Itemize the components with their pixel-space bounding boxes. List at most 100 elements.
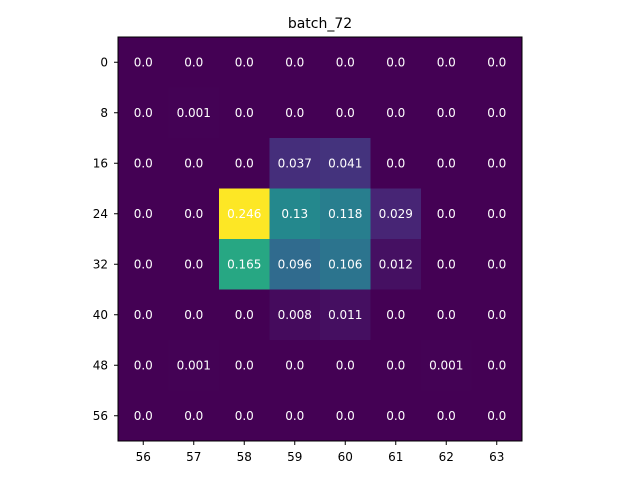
heatmap-cell-r5-c2 — [219, 289, 270, 341]
heatmap-cell-r7-c0 — [118, 390, 169, 442]
heatmap-cell-r0-c2 — [219, 37, 270, 88]
y-tick-label-5: 40 — [93, 308, 108, 322]
heatmap-cell-r3-c2 — [219, 188, 270, 240]
heatmap-cell-r4-c3 — [269, 239, 321, 290]
cell-value-label-r5-c0: 0.0 — [134, 308, 153, 322]
cell-value-label-r2-c7: 0.0 — [487, 156, 506, 170]
cell-value-label-r3-c5: 0.029 — [379, 207, 413, 221]
heatmap-cell-r7-c4 — [320, 390, 371, 442]
cell-value-label-r1-c3: 0.0 — [285, 106, 304, 120]
heatmap-cell-r4-c4 — [320, 239, 371, 290]
x-axis: 56 57 58 59 60 61 62 63 — [136, 441, 504, 464]
heatmap-cell-r3-c7 — [471, 188, 523, 240]
x-tick-label-1: 57 — [186, 450, 201, 464]
heatmap-cell-r4-c6 — [421, 239, 472, 290]
cell-value-label-r3-c0: 0.0 — [134, 207, 153, 221]
chart-title: batch_72 — [288, 16, 352, 32]
heatmap-cell-r4-c7 — [471, 239, 523, 290]
cell-value-label-r5-c2: 0.0 — [235, 308, 254, 322]
heatmap-cell-r4-c5 — [370, 239, 422, 290]
heatmap-cell-r3-c0 — [118, 188, 169, 240]
cell-value-label-r3-c2: 0.246 — [227, 207, 261, 221]
heatmap-cell-r2-c4 — [320, 138, 371, 189]
cell-value-label-r5-c6: 0.0 — [437, 308, 456, 322]
heatmap-cell-r1-c1 — [168, 87, 220, 139]
cell-value-label-r6-c2: 0.0 — [235, 358, 254, 372]
heatmap-cell-r6-c3 — [269, 340, 321, 391]
cell-value-label-r6-c3: 0.0 — [285, 358, 304, 372]
y-tick-label-3: 24 — [93, 207, 108, 221]
cell-value-label-r4-c4: 0.106 — [328, 257, 362, 271]
heatmap-cell-r5-c1 — [168, 289, 220, 341]
heatmap-cell-r3-c3 — [269, 188, 321, 240]
heatmap-cell-r4-c0 — [118, 239, 169, 290]
cell-value-label-r0-c6: 0.0 — [437, 55, 456, 69]
cell-value-label-r4-c5: 0.012 — [379, 257, 413, 271]
y-tick-label-1: 8 — [100, 106, 108, 120]
heatmap-cell-r5-c3 — [269, 289, 321, 341]
heatmap-cell-r7-c2 — [219, 390, 270, 442]
cell-value-label-r5-c3: 0.008 — [278, 308, 312, 322]
cell-value-label-r4-c3: 0.096 — [278, 257, 312, 271]
heatmap-cell-r5-c6 — [421, 289, 472, 341]
heatmap-cell-r1-c3 — [269, 87, 321, 139]
heatmap-cell-r0-c4 — [320, 37, 371, 88]
cell-value-label-r3-c7: 0.0 — [487, 207, 506, 221]
heatmap-cell-r2-c1 — [168, 138, 220, 189]
cell-value-label-r5-c7: 0.0 — [487, 308, 506, 322]
heatmap-cell-r2-c3 — [269, 138, 321, 189]
cell-value-label-r7-c1: 0.0 — [184, 409, 203, 423]
heatmap-cell-r0-c1 — [168, 37, 220, 88]
heatmap-cells — [118, 37, 523, 442]
heatmap-cell-r1-c4 — [320, 87, 371, 139]
y-axis: 0 8 16 24 32 40 48 56 — [93, 55, 118, 423]
heatmap-cell-r5-c5 — [370, 289, 422, 341]
cell-value-label-r0-c4: 0.0 — [336, 55, 355, 69]
cell-value-label-r4-c1: 0.0 — [184, 257, 203, 271]
heatmap-cell-r0-c5 — [370, 37, 422, 88]
heatmap-cell-r4-c1 — [168, 239, 220, 290]
heatmap-cell-r0-c0 — [118, 37, 169, 88]
heatmap-cell-r6-c1 — [168, 340, 220, 391]
cell-value-label-r3-c3: 0.13 — [281, 207, 308, 221]
cell-value-label-r1-c2: 0.0 — [235, 106, 254, 120]
cell-value-label-r6-c4: 0.0 — [336, 358, 355, 372]
cell-value-label-r7-c6: 0.0 — [437, 409, 456, 423]
cell-value-label-r7-c5: 0.0 — [386, 409, 405, 423]
cell-value-label-r0-c0: 0.0 — [134, 55, 153, 69]
cell-value-label-r4-c0: 0.0 — [134, 257, 153, 271]
cell-value-label-r2-c3: 0.037 — [278, 156, 312, 170]
heatmap-cell-r3-c1 — [168, 188, 220, 240]
heatmap-cell-labels: 0.0 0.0 0.0 0.0 0.0 0.0 0.0 0.0 0.0 0.001 0.0 0.0 0.… — [134, 55, 507, 423]
heatmap-cell-r7-c7 — [471, 390, 523, 442]
y-tick-label-2: 16 — [93, 156, 108, 170]
x-tick-label-6: 62 — [439, 450, 454, 464]
heatmap-cell-r6-c0 — [118, 340, 169, 391]
heatmap-cell-r2-c0 — [118, 138, 169, 189]
cell-value-label-r2-c0: 0.0 — [134, 156, 153, 170]
y-tick-label-7: 56 — [93, 409, 108, 423]
cell-value-label-r7-c3: 0.0 — [285, 409, 304, 423]
y-tick-label-0: 0 — [100, 55, 108, 69]
heatmap-cell-r5-c0 — [118, 289, 169, 341]
cell-value-label-r6-c6: 0.001 — [429, 358, 463, 372]
x-tick-label-7: 63 — [489, 450, 504, 464]
cell-value-label-r0-c3: 0.0 — [285, 55, 304, 69]
cell-value-label-r6-c5: 0.0 — [386, 358, 405, 372]
heatmap-cell-r5-c4 — [320, 289, 371, 341]
cell-value-label-r0-c1: 0.0 — [184, 55, 203, 69]
plot-frame — [117, 36, 523, 442]
heatmap-cell-r6-c4 — [320, 340, 371, 391]
cell-value-label-r5-c5: 0.0 — [386, 308, 405, 322]
heatmap-cell-r2-c2 — [219, 138, 270, 189]
heatmap-cell-r6-c2 — [219, 340, 270, 391]
cell-value-label-r0-c7: 0.0 — [487, 55, 506, 69]
x-tick-label-4: 60 — [338, 450, 353, 464]
cell-value-label-r1-c0: 0.0 — [134, 106, 153, 120]
cell-value-label-r7-c0: 0.0 — [134, 409, 153, 423]
cell-value-label-r4-c7: 0.0 — [487, 257, 506, 271]
cell-value-label-r5-c4: 0.011 — [328, 308, 362, 322]
heatmap-cell-r1-c6 — [421, 87, 472, 139]
heatmap-cell-r4-c2 — [219, 239, 270, 290]
cell-value-label-r6-c0: 0.0 — [134, 358, 153, 372]
